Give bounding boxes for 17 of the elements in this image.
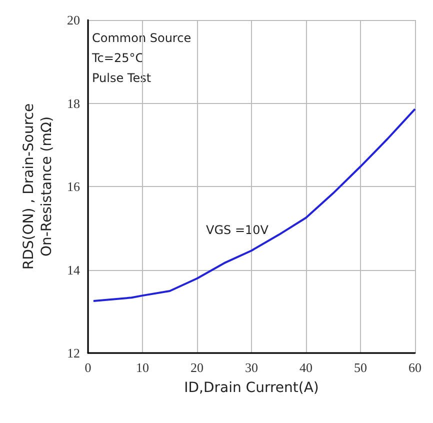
x-tick-label: 60 xyxy=(408,360,422,375)
x-tick-label: 40 xyxy=(300,360,312,375)
x-tick-label: 50 xyxy=(354,360,367,375)
line-series xyxy=(92,108,416,302)
y-axis-title: RDS(ON) , Drain-Source On-Resistance (mΩ) xyxy=(21,103,56,270)
y-tick-label: 14 xyxy=(67,262,80,278)
y-tick-label: 16 xyxy=(67,179,80,194)
y-tick-label: 20 xyxy=(67,12,80,28)
x-tick-label: 10 xyxy=(136,360,149,375)
x-tick-label: 0 xyxy=(84,360,92,375)
y-tick-label: 12 xyxy=(67,346,80,360)
x-tick-label: 30 xyxy=(245,360,258,375)
y-tick-label: 18 xyxy=(67,96,80,111)
x-axis-title: ID,Drain Current(A) xyxy=(184,380,319,396)
annotation: Common Source Tc=25°C Pulse Test xyxy=(91,31,192,85)
annotation: VGS =10V xyxy=(206,223,270,237)
x-tick-label: 20 xyxy=(190,360,204,375)
